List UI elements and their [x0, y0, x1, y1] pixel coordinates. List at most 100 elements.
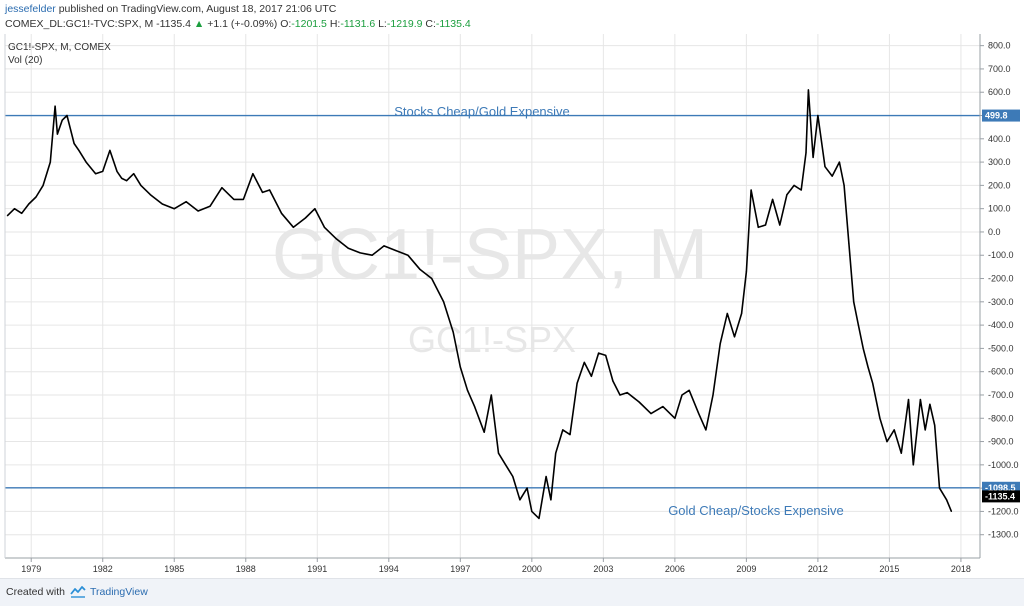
last-value-label: -1135.4 — [985, 491, 1015, 501]
data-point — [56, 133, 59, 135]
series-line[interactable] — [6, 89, 953, 520]
x-gridlines — [30, 34, 962, 558]
data-point — [483, 431, 485, 433]
data-point — [95, 173, 97, 175]
x-tick-label: 2012 — [808, 564, 828, 574]
hline-value-box — [982, 109, 1020, 122]
data-point — [590, 375, 593, 377]
data-point — [21, 212, 23, 214]
y-tick-label: -800.0 — [988, 413, 1014, 423]
data-point — [66, 114, 68, 117]
data-point — [197, 210, 199, 212]
low-label: L: — [378, 18, 387, 30]
footer: Created with TradingView — [0, 578, 1024, 606]
data-point — [269, 189, 271, 191]
y-tick-label: 600.0 — [988, 87, 1011, 97]
data-point — [757, 226, 759, 228]
y-tick-label: -900.0 — [988, 437, 1014, 447]
author-link[interactable]: jessefelder — [5, 3, 56, 15]
x-tick-label: 1994 — [379, 564, 399, 574]
y-tick-label: -1000.0 — [988, 460, 1019, 470]
last-value-box — [982, 490, 1020, 503]
y-tick-label: -100.0 — [988, 250, 1014, 260]
data-point — [772, 198, 774, 200]
publish-text: published on TradingView.com, August 18,… — [58, 3, 337, 15]
data-point — [807, 89, 810, 91]
data-point — [698, 413, 700, 415]
data-point — [149, 194, 151, 196]
data-point — [576, 382, 578, 384]
tradingview-link[interactable]: TradingView — [90, 586, 148, 598]
data-point — [161, 203, 163, 205]
data-point — [712, 394, 714, 396]
data-point — [233, 198, 235, 200]
data-point — [843, 184, 845, 186]
data-point — [395, 250, 397, 252]
data-point — [674, 417, 676, 419]
data-point — [867, 366, 869, 368]
volume-legend[interactable]: Vol (20) — [8, 55, 42, 66]
data-point — [550, 499, 552, 501]
data-point — [512, 475, 514, 478]
data-point — [862, 347, 864, 349]
data-point — [497, 452, 500, 454]
data-point — [431, 277, 433, 280]
price-chart[interactable]: GC1!-SPX, M GC1!-SPX GC1!-SPX, M, COMEX … — [0, 34, 1024, 578]
data-point — [919, 399, 922, 401]
data-point — [838, 161, 841, 163]
x-tick-label: 2006 — [665, 564, 685, 574]
data-point — [28, 203, 30, 205]
x-tick-label: 1991 — [307, 564, 327, 574]
data-point — [459, 366, 461, 368]
data-point — [805, 152, 807, 154]
data-point — [61, 119, 63, 121]
data-point — [688, 389, 690, 391]
data-point — [466, 389, 469, 391]
data-point — [292, 226, 294, 228]
series-legend[interactable]: GC1!-SPX, M, COMEX — [8, 42, 111, 53]
data-point — [800, 189, 802, 191]
x-tick-label: 1988 — [236, 564, 256, 574]
open-label: O: — [280, 18, 292, 30]
data-point — [929, 403, 931, 405]
y-tick-label: -600.0 — [988, 367, 1014, 377]
data-point — [261, 191, 264, 193]
data-point — [779, 224, 781, 226]
data-point — [443, 301, 445, 303]
data-point — [638, 401, 640, 403]
symbol-name: COMEX_DL:GC1!-TVC:SPX, M — [5, 18, 154, 30]
data-point — [531, 510, 533, 512]
data-point — [173, 208, 175, 210]
data-point — [49, 161, 51, 163]
tradingview-logo-icon[interactable] — [70, 585, 86, 599]
high-value: -1131.6 — [340, 18, 376, 30]
data-point — [209, 205, 211, 207]
data-point — [893, 429, 895, 431]
data-point — [619, 394, 621, 396]
data-point — [764, 224, 767, 226]
data-point — [116, 170, 118, 172]
annotation-top: Stocks Cheap/Gold Expensive — [394, 104, 570, 119]
data-point — [280, 212, 283, 214]
data-point — [383, 245, 385, 247]
y-tick-label: 300.0 — [988, 157, 1011, 167]
y-tick-label: 100.0 — [988, 204, 1011, 214]
close-value: -1135.4 — [435, 18, 471, 30]
data-point — [750, 189, 752, 191]
data-point — [335, 238, 337, 240]
data-point — [242, 198, 244, 200]
data-point — [314, 208, 316, 210]
y-tick-label: 400.0 — [988, 134, 1011, 144]
hline-value-label: 499.8 — [985, 111, 1008, 121]
data-point — [304, 217, 306, 219]
y-tick-label: -700.0 — [988, 390, 1014, 400]
data-point — [726, 312, 728, 315]
data-point — [824, 166, 826, 168]
y-tick-label: -500.0 — [988, 343, 1014, 353]
data-point — [102, 170, 104, 172]
data-point — [42, 184, 44, 186]
data-point — [812, 156, 814, 158]
data-point — [912, 464, 914, 466]
y-tick-label: 0.0 — [988, 227, 1001, 237]
price-change: +1.1 (+-0.09%) — [207, 18, 278, 30]
